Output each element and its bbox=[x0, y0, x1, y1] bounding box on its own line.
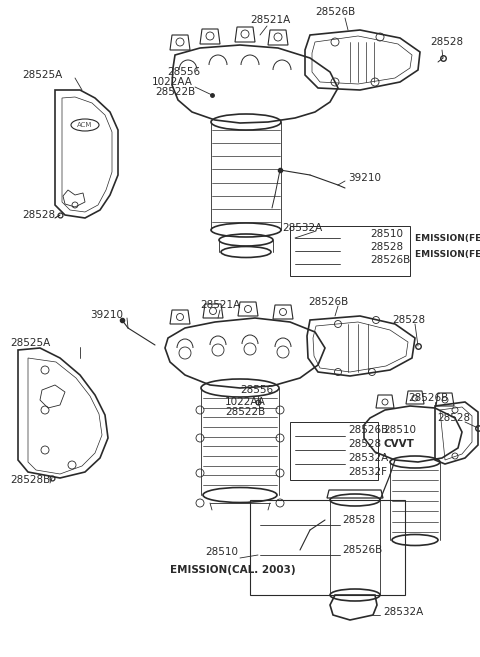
Text: 28510: 28510 bbox=[370, 229, 403, 239]
Text: 28528: 28528 bbox=[342, 515, 375, 525]
Text: 28526B: 28526B bbox=[315, 7, 355, 17]
Text: 28522B: 28522B bbox=[155, 87, 195, 97]
Text: 28526B: 28526B bbox=[342, 545, 382, 555]
Text: 28528: 28528 bbox=[430, 37, 463, 47]
Text: 39210: 39210 bbox=[348, 173, 381, 183]
Text: 28526B: 28526B bbox=[348, 425, 388, 435]
Text: 28532F: 28532F bbox=[348, 467, 387, 477]
Text: 28528: 28528 bbox=[348, 439, 381, 449]
Text: 39210: 39210 bbox=[90, 310, 123, 320]
Text: 28521A: 28521A bbox=[200, 300, 240, 310]
Text: 28556: 28556 bbox=[167, 67, 200, 77]
Text: 28556: 28556 bbox=[240, 385, 273, 395]
Text: 1022AA: 1022AA bbox=[225, 397, 266, 407]
Text: 28522B: 28522B bbox=[225, 407, 265, 417]
Text: 28528: 28528 bbox=[22, 210, 55, 220]
Text: 28528: 28528 bbox=[392, 315, 425, 325]
Text: 28510: 28510 bbox=[383, 425, 416, 435]
Text: 28526B: 28526B bbox=[370, 255, 410, 265]
Text: EMISSION(FED. 2001): EMISSION(FED. 2001) bbox=[415, 233, 480, 242]
Text: 28532A: 28532A bbox=[282, 223, 322, 233]
Text: 28525A: 28525A bbox=[22, 70, 62, 80]
Text: 28510: 28510 bbox=[205, 547, 238, 557]
Text: 28532A: 28532A bbox=[383, 607, 423, 617]
Text: EMISSION(FED. 2003): EMISSION(FED. 2003) bbox=[415, 250, 480, 260]
Text: 28528B: 28528B bbox=[10, 475, 50, 485]
Text: 28528: 28528 bbox=[437, 413, 470, 423]
Text: EMISSION(CAL. 2003): EMISSION(CAL. 2003) bbox=[170, 565, 296, 575]
Text: ACM: ACM bbox=[77, 122, 93, 128]
Text: 28526B: 28526B bbox=[408, 393, 448, 403]
Text: CVVT: CVVT bbox=[383, 439, 414, 449]
Text: 28521A: 28521A bbox=[250, 15, 290, 25]
Text: 28528: 28528 bbox=[370, 242, 403, 252]
Text: 28526B: 28526B bbox=[308, 297, 348, 307]
Text: 28532A: 28532A bbox=[348, 453, 388, 463]
Text: 1022AA: 1022AA bbox=[152, 77, 193, 87]
Text: 28525A: 28525A bbox=[10, 338, 50, 348]
